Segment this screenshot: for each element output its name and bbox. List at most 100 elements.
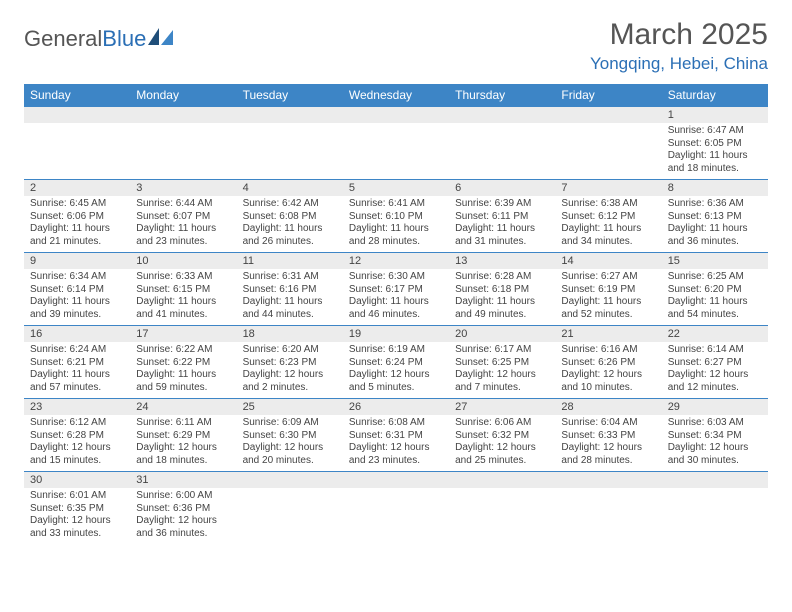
day-details-cell [449,488,555,544]
day-details-cell: Sunrise: 6:25 AMSunset: 6:20 PMDaylight:… [662,269,768,326]
daylight-text: Daylight: 12 hours and 10 minutes. [561,369,655,394]
day-details-cell: Sunrise: 6:17 AMSunset: 6:25 PMDaylight:… [449,342,555,399]
sunrise-text: Sunrise: 6:34 AM [30,271,124,284]
daylight-text: Daylight: 11 hours and 23 minutes. [136,223,230,248]
day-details-cell: Sunrise: 6:20 AMSunset: 6:23 PMDaylight:… [237,342,343,399]
header: GeneralBlue March 2025 Yongqing, Hebei, … [24,18,768,74]
day-number-cell: 5 [343,180,449,197]
calendar-body: 1Sunrise: 6:47 AMSunset: 6:05 PMDaylight… [24,107,768,545]
sunset-text: Sunset: 6:14 PM [30,284,124,297]
sunset-text: Sunset: 6:23 PM [243,357,337,370]
sunrise-text: Sunrise: 6:47 AM [668,125,762,138]
sunrise-text: Sunrise: 6:22 AM [136,344,230,357]
day-number-cell: 19 [343,326,449,343]
sunrise-text: Sunrise: 6:09 AM [243,417,337,430]
weekday-header: Saturday [662,84,768,107]
day-number-cell [24,107,130,124]
day-details-cell: Sunrise: 6:41 AMSunset: 6:10 PMDaylight:… [343,196,449,253]
day-details-cell: Sunrise: 6:33 AMSunset: 6:15 PMDaylight:… [130,269,236,326]
sunset-text: Sunset: 6:27 PM [668,357,762,370]
day-details-cell: Sunrise: 6:11 AMSunset: 6:29 PMDaylight:… [130,415,236,472]
sunrise-text: Sunrise: 6:39 AM [455,198,549,211]
weekday-header: Friday [555,84,661,107]
sunset-text: Sunset: 6:33 PM [561,430,655,443]
day-details-cell [449,123,555,180]
week-details-row: Sunrise: 6:47 AMSunset: 6:05 PMDaylight:… [24,123,768,180]
sunset-text: Sunset: 6:20 PM [668,284,762,297]
sunrise-text: Sunrise: 6:31 AM [243,271,337,284]
day-details-cell [130,123,236,180]
sunrise-text: Sunrise: 6:03 AM [668,417,762,430]
sunset-text: Sunset: 6:29 PM [136,430,230,443]
day-details-cell [237,123,343,180]
day-details-cell [237,488,343,544]
week-daynum-row: 1 [24,107,768,124]
weekday-header: Tuesday [237,84,343,107]
logo-sail-icon [148,26,174,52]
week-details-row: Sunrise: 6:01 AMSunset: 6:35 PMDaylight:… [24,488,768,544]
day-details-cell: Sunrise: 6:04 AMSunset: 6:33 PMDaylight:… [555,415,661,472]
daylight-text: Daylight: 11 hours and 36 minutes. [668,223,762,248]
day-number-cell: 27 [449,399,555,416]
daylight-text: Daylight: 11 hours and 18 minutes. [668,150,762,175]
day-number-cell: 20 [449,326,555,343]
weekday-header: Wednesday [343,84,449,107]
daylight-text: Daylight: 11 hours and 39 minutes. [30,296,124,321]
day-number-cell: 15 [662,253,768,270]
day-details-cell: Sunrise: 6:47 AMSunset: 6:05 PMDaylight:… [662,123,768,180]
day-number-cell: 26 [343,399,449,416]
weekday-header: Thursday [449,84,555,107]
day-number-cell: 6 [449,180,555,197]
daylight-text: Daylight: 11 hours and 34 minutes. [561,223,655,248]
day-details-cell [662,488,768,544]
sunrise-text: Sunrise: 6:27 AM [561,271,655,284]
day-details-cell [343,123,449,180]
day-details-cell: Sunrise: 6:22 AMSunset: 6:22 PMDaylight:… [130,342,236,399]
daylight-text: Daylight: 11 hours and 54 minutes. [668,296,762,321]
day-number-cell: 4 [237,180,343,197]
day-number-cell: 3 [130,180,236,197]
day-number-cell: 30 [24,472,130,489]
sunrise-text: Sunrise: 6:04 AM [561,417,655,430]
sunrise-text: Sunrise: 6:38 AM [561,198,655,211]
sunrise-text: Sunrise: 6:16 AM [561,344,655,357]
day-details-cell: Sunrise: 6:00 AMSunset: 6:36 PMDaylight:… [130,488,236,544]
sunrise-text: Sunrise: 6:44 AM [136,198,230,211]
day-number-cell: 11 [237,253,343,270]
sunset-text: Sunset: 6:22 PM [136,357,230,370]
week-details-row: Sunrise: 6:34 AMSunset: 6:14 PMDaylight:… [24,269,768,326]
sunrise-text: Sunrise: 6:25 AM [668,271,762,284]
location: Yongqing, Hebei, China [590,54,768,74]
daylight-text: Daylight: 12 hours and 33 minutes. [30,515,124,540]
week-daynum-row: 2345678 [24,180,768,197]
sunset-text: Sunset: 6:30 PM [243,430,337,443]
day-number-cell: 7 [555,180,661,197]
daylight-text: Daylight: 11 hours and 26 minutes. [243,223,337,248]
sunrise-text: Sunrise: 6:00 AM [136,490,230,503]
sunrise-text: Sunrise: 6:19 AM [349,344,443,357]
day-number-cell: 9 [24,253,130,270]
day-number-cell: 21 [555,326,661,343]
day-details-cell: Sunrise: 6:03 AMSunset: 6:34 PMDaylight:… [662,415,768,472]
daylight-text: Daylight: 11 hours and 49 minutes. [455,296,549,321]
day-details-cell: Sunrise: 6:42 AMSunset: 6:08 PMDaylight:… [237,196,343,253]
daylight-text: Daylight: 11 hours and 31 minutes. [455,223,549,248]
daylight-text: Daylight: 12 hours and 28 minutes. [561,442,655,467]
day-number-cell: 22 [662,326,768,343]
day-details-cell [343,488,449,544]
weekday-header-row: SundayMondayTuesdayWednesdayThursdayFrid… [24,84,768,107]
day-details-cell: Sunrise: 6:16 AMSunset: 6:26 PMDaylight:… [555,342,661,399]
day-details-cell: Sunrise: 6:36 AMSunset: 6:13 PMDaylight:… [662,196,768,253]
day-details-cell: Sunrise: 6:34 AMSunset: 6:14 PMDaylight:… [24,269,130,326]
sunset-text: Sunset: 6:12 PM [561,211,655,224]
daylight-text: Daylight: 12 hours and 15 minutes. [30,442,124,467]
sunset-text: Sunset: 6:11 PM [455,211,549,224]
day-details-cell: Sunrise: 6:28 AMSunset: 6:18 PMDaylight:… [449,269,555,326]
sunrise-text: Sunrise: 6:11 AM [136,417,230,430]
day-number-cell: 8 [662,180,768,197]
daylight-text: Daylight: 11 hours and 21 minutes. [30,223,124,248]
sunset-text: Sunset: 6:17 PM [349,284,443,297]
day-number-cell [449,107,555,124]
week-details-row: Sunrise: 6:12 AMSunset: 6:28 PMDaylight:… [24,415,768,472]
week-daynum-row: 9101112131415 [24,253,768,270]
